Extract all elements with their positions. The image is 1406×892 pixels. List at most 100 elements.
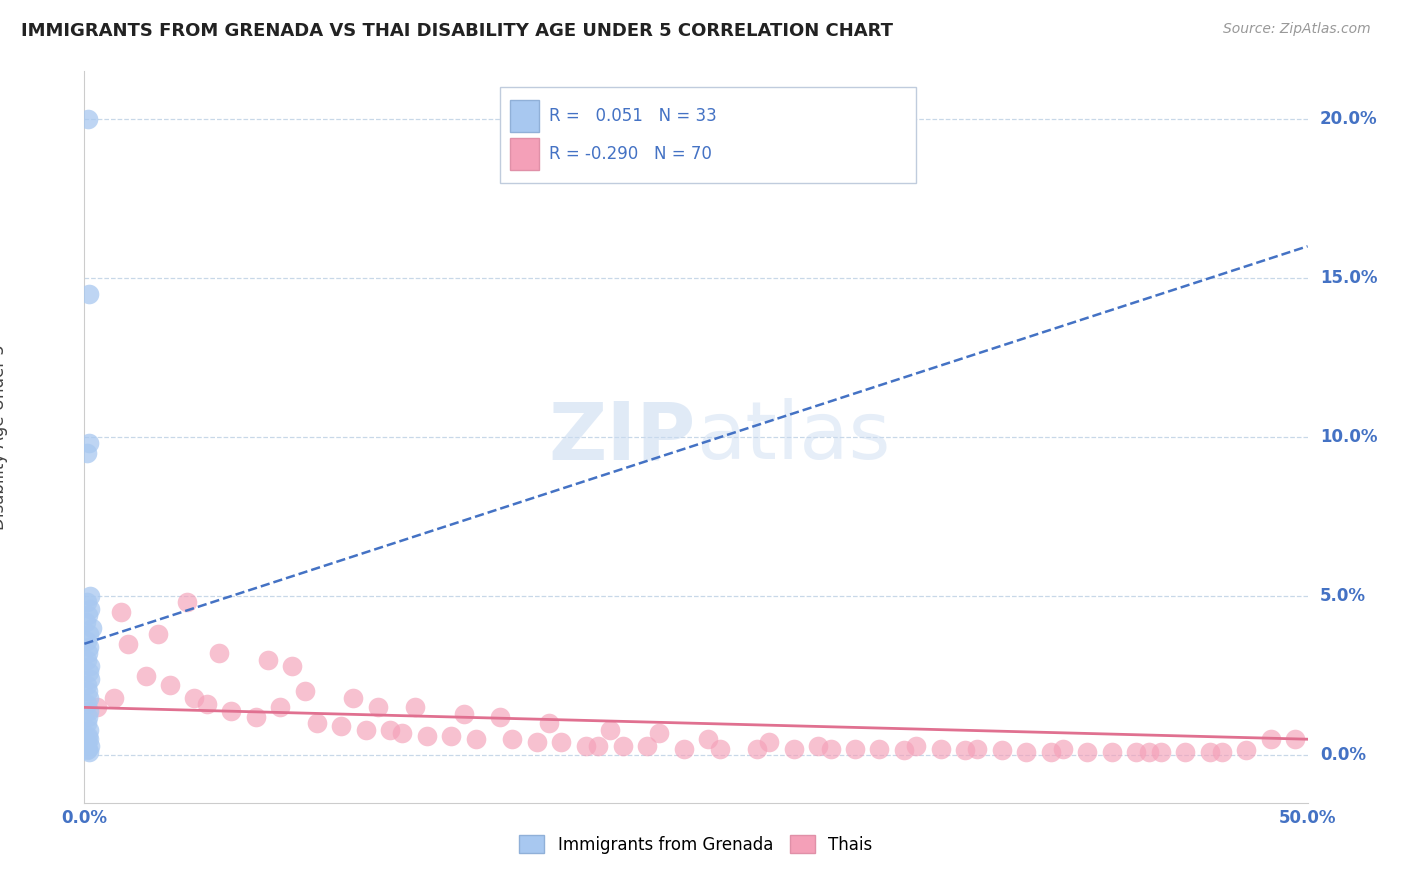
Point <box>354 723 377 737</box>
Point <box>77 684 100 698</box>
Point <box>77 710 100 724</box>
Point <box>1284 732 1306 747</box>
Point <box>79 739 101 753</box>
Point <box>77 646 100 660</box>
Point <box>1076 745 1098 759</box>
Text: IMMIGRANTS FROM GRENADA VS THAI DISABILITY AGE UNDER 5 CORRELATION CHART: IMMIGRANTS FROM GRENADA VS THAI DISABILI… <box>21 22 893 40</box>
Point <box>1015 745 1038 759</box>
Point <box>76 743 98 757</box>
Point <box>1137 745 1160 759</box>
FancyBboxPatch shape <box>501 87 917 183</box>
Point <box>110 605 132 619</box>
Point <box>77 690 100 705</box>
Point <box>953 743 976 757</box>
Point <box>77 640 100 654</box>
Point <box>76 446 98 460</box>
Point <box>135 668 157 682</box>
Point <box>103 690 125 705</box>
Point <box>77 665 100 680</box>
Bar <box>510 100 540 132</box>
Point <box>758 735 780 749</box>
Point <box>1039 745 1062 759</box>
Point <box>489 710 512 724</box>
Text: Source: ZipAtlas.com: Source: ZipAtlas.com <box>1223 22 1371 37</box>
Point <box>176 595 198 609</box>
Point <box>1125 745 1147 759</box>
Point <box>86 700 108 714</box>
Text: 20.0%: 20.0% <box>1320 110 1378 128</box>
Point <box>709 741 731 756</box>
Point <box>294 684 316 698</box>
Text: Disability Age Under 5: Disability Age Under 5 <box>0 344 8 530</box>
Point <box>219 704 242 718</box>
Point <box>342 690 364 705</box>
Point <box>77 745 100 759</box>
Text: 0.0%: 0.0% <box>1320 746 1365 764</box>
Text: R = -0.290   N = 70: R = -0.290 N = 70 <box>550 145 711 163</box>
Point <box>991 743 1014 757</box>
Point <box>905 739 928 753</box>
Point <box>195 697 218 711</box>
Point <box>76 678 98 692</box>
Point <box>305 716 328 731</box>
Point <box>76 697 98 711</box>
Point <box>1101 745 1123 759</box>
Point <box>281 659 304 673</box>
Point <box>76 735 98 749</box>
Point <box>929 741 952 756</box>
Point <box>380 723 402 737</box>
Point <box>1052 741 1074 756</box>
Point <box>697 732 720 747</box>
Point <box>538 716 561 731</box>
Point <box>1236 743 1258 757</box>
Point <box>77 436 100 450</box>
Point <box>526 735 548 749</box>
Text: 0.0%: 0.0% <box>62 809 107 827</box>
Point <box>648 726 671 740</box>
Point <box>416 729 439 743</box>
Text: ZIP: ZIP <box>548 398 696 476</box>
Point <box>636 739 658 753</box>
Point <box>869 741 891 756</box>
Point <box>330 719 353 733</box>
Point <box>77 287 100 301</box>
Text: 10.0%: 10.0% <box>1320 428 1378 446</box>
Point <box>453 706 475 721</box>
Bar <box>510 138 540 170</box>
Point <box>820 741 842 756</box>
Point <box>79 602 101 616</box>
Point <box>80 621 103 635</box>
Point <box>747 741 769 756</box>
Point <box>966 741 988 756</box>
Point <box>807 739 830 753</box>
Point <box>77 732 100 747</box>
Text: R =   0.051   N = 33: R = 0.051 N = 33 <box>550 107 717 125</box>
Point <box>79 659 101 673</box>
Point <box>79 672 101 686</box>
Text: 15.0%: 15.0% <box>1320 269 1378 287</box>
Point <box>269 700 291 714</box>
Point <box>672 741 695 756</box>
Point <box>245 710 267 724</box>
Point <box>502 732 524 747</box>
Text: atlas: atlas <box>696 398 890 476</box>
Point <box>75 615 97 629</box>
Point <box>440 729 463 743</box>
Point <box>77 741 100 756</box>
Point <box>404 700 426 714</box>
Point <box>1174 745 1197 759</box>
Point <box>76 653 98 667</box>
Point <box>76 595 98 609</box>
Point <box>77 729 100 743</box>
Point <box>391 726 413 740</box>
Point <box>79 589 101 603</box>
Point <box>77 723 100 737</box>
Text: 5.0%: 5.0% <box>1320 587 1365 605</box>
Point <box>77 627 100 641</box>
Point <box>599 723 621 737</box>
Point <box>77 112 100 126</box>
Point <box>783 741 806 756</box>
Point <box>183 690 205 705</box>
Point <box>550 735 572 749</box>
Point <box>77 704 100 718</box>
